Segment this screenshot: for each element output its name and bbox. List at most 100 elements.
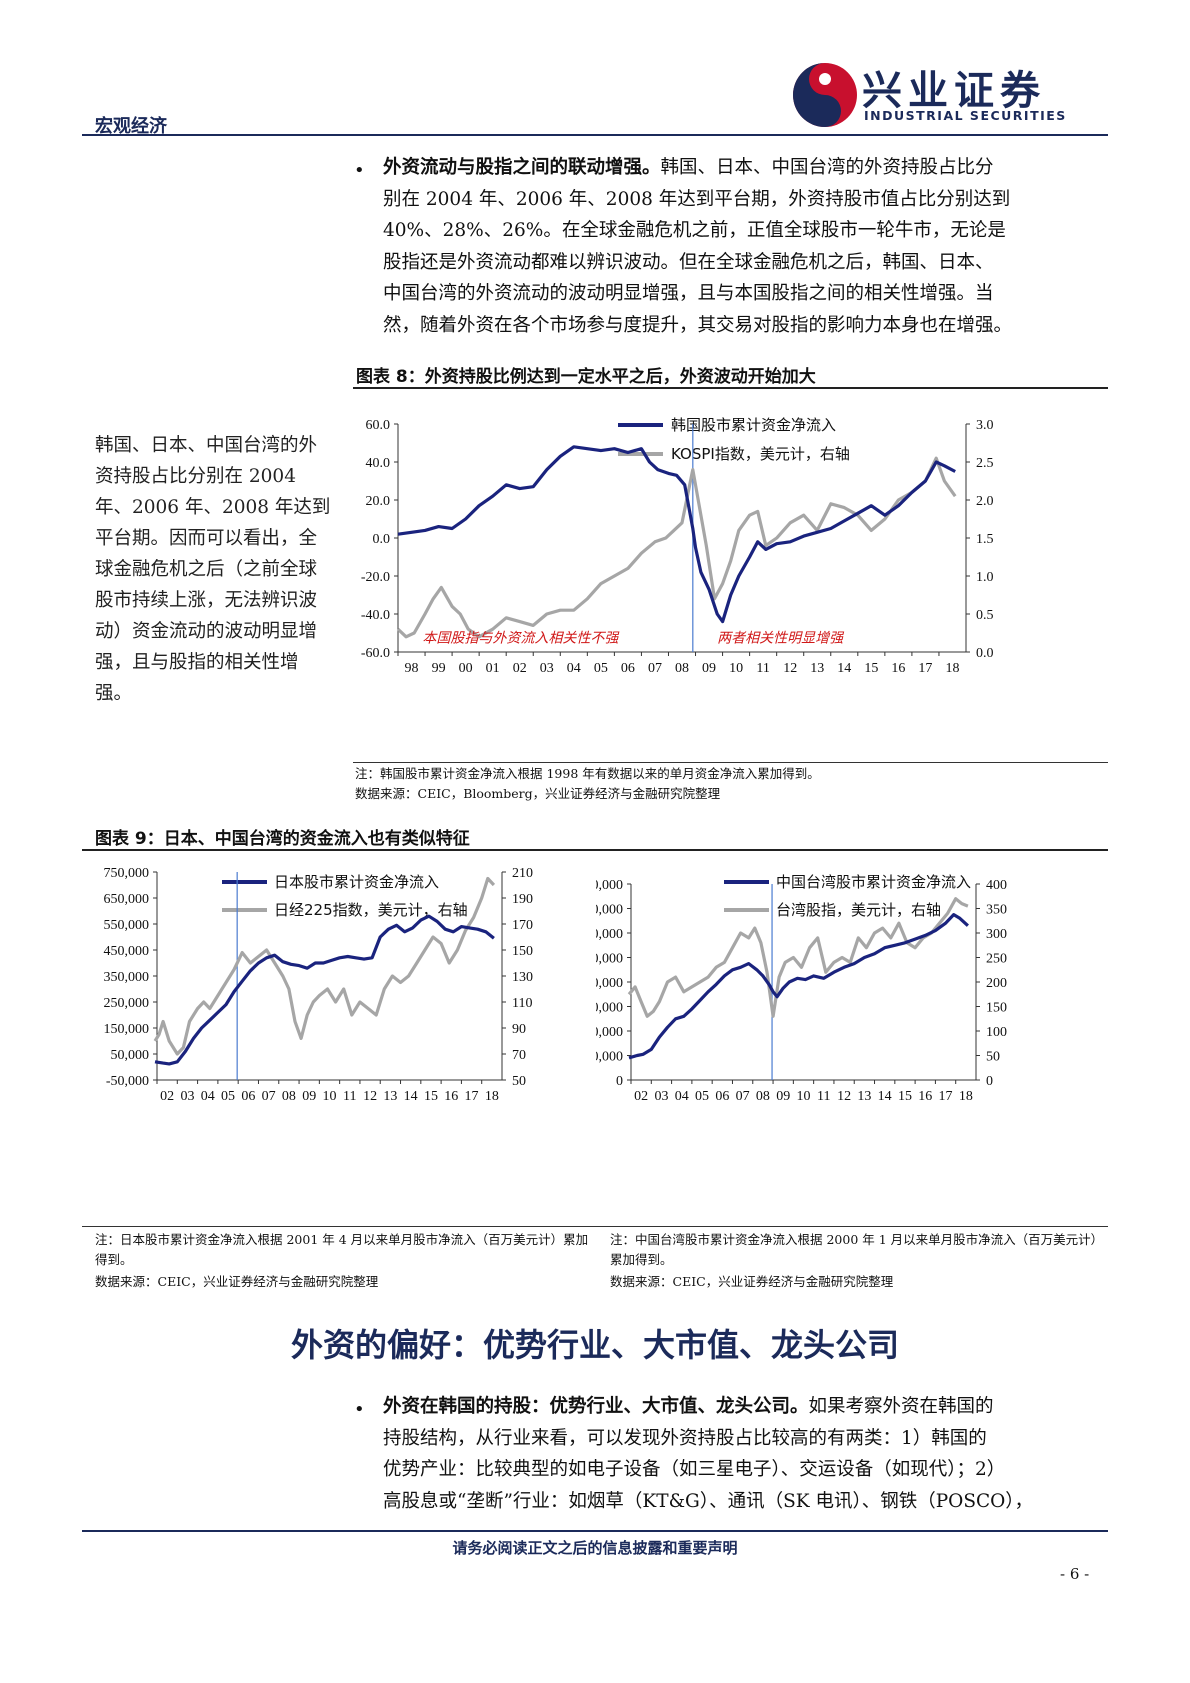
x-tick-label: 13 <box>810 661 824 676</box>
brand-name-en: INDUSTRIAL SECURITIES <box>864 108 1067 123</box>
legend-label-taiwan-flow: 中国台湾股市累计资金净流入 <box>776 873 971 891</box>
x-tick-label: 16 <box>444 1089 458 1104</box>
chart-taiwan-legend: 中国台湾股市累计资金净流入 台湾股指，美元计，右轴 <box>724 873 971 919</box>
x-tick-label: 13 <box>857 1089 871 1104</box>
y-left-tick-label: 80,000 <box>596 976 623 991</box>
footer-divider <box>82 1530 1108 1532</box>
x-tick-label: 00 <box>459 661 473 676</box>
brand-emblem-icon <box>793 63 857 127</box>
page-number: - 6 - <box>1060 1565 1090 1583</box>
y-right-tick-label: 300 <box>986 927 1007 942</box>
y-right-tick-label: 90 <box>512 1022 526 1037</box>
x-tick-label: 03 <box>540 661 554 676</box>
legend-label-korea-flow: 韩国股市累计资金净流入 <box>671 416 836 434</box>
y-right-tick-label: 150 <box>986 1001 1007 1016</box>
y-right-tick-label: 190 <box>512 892 533 907</box>
figure-9-source-japan: 数据来源：CEIC，兴业证券经济与金融研究院整理 <box>95 1274 379 1289</box>
figure-9-source-taiwan: 数据来源：CEIC，兴业证券经济与金融研究院整理 <box>610 1274 894 1289</box>
x-tick-label: 07 <box>262 1089 276 1104</box>
x-tick-label: 09 <box>702 661 716 676</box>
y-right-tick-label: 0 <box>986 1074 993 1089</box>
x-tick-label: 15 <box>898 1089 912 1104</box>
y-left-tick-label: -50,000 <box>106 1074 149 1089</box>
y-left-tick-label: 250,000 <box>104 996 150 1011</box>
x-tick-label: 11 <box>817 1089 830 1104</box>
paragraph-1-line: 别在 2004 年、2006 年、2008 年达到平台期，外资持股市值占比分别达… <box>383 188 1011 210</box>
x-tick-label: 15 <box>864 661 878 676</box>
y-right-tick-label: 0.0 <box>976 646 994 661</box>
paragraph-1-line: 然，随着外资在各个市场参与度提升，其交易对股指的影响力本身也在增强。 <box>383 314 1013 336</box>
x-tick-label: 04 <box>567 661 581 676</box>
paragraph-1: 外资流动与股指之间的联动增强。韩国、日本、中国台湾的外资持股占比分 别在 200… <box>383 152 1103 341</box>
chart-annotation: 本国股指与外资流入相关性不强 <box>422 631 620 647</box>
chart-japan: 日本股市累计资金净流入 日经225指数，美元计，右轴 750,000 650,00… <box>104 866 534 1104</box>
y-left-tick-label: 20,000 <box>596 1050 623 1065</box>
x-tick-label: 01 <box>486 661 500 676</box>
figure-9-title: 图表 9：日本、中国台湾的资金流入也有类似特征 <box>95 829 470 849</box>
y-right-tick-label: 110 <box>512 996 532 1011</box>
y-left-tick-label: 160,000 <box>596 878 623 893</box>
y-left-tick-label: -20.0 <box>361 570 390 585</box>
bullet-marker: • <box>354 1399 365 1420</box>
series-line-index <box>627 897 969 1018</box>
y-right-tick-label: 50 <box>512 1074 526 1089</box>
x-tick-label: 18 <box>485 1089 499 1104</box>
paragraph-2-lead: 外资在韩国的持股：优势行业、大市值、龙头公司。 <box>383 1396 809 1417</box>
x-tick-label: 02 <box>634 1089 648 1104</box>
x-tick-label: 06 <box>241 1089 255 1104</box>
x-tick-label: 17 <box>918 661 932 676</box>
x-tick-label: 03 <box>654 1089 668 1104</box>
x-tick-label: 02 <box>160 1089 174 1104</box>
footer-disclaimer: 请务必阅读正文之后的信息披露和重要声明 <box>452 1539 738 1557</box>
y-right-tick-label: 400 <box>986 878 1007 893</box>
y-right-tick-label: 50 <box>986 1050 1000 1065</box>
y-right-tick-label: 0.5 <box>976 608 994 623</box>
x-tick-label: 05 <box>594 661 608 676</box>
paragraph-1-line: 40%、28%、26%。在全球金融危机之前，正值全球股市一轮牛市，无论是 <box>383 220 1006 241</box>
y-left-tick-label: 40,000 <box>596 1025 623 1040</box>
chart-annotation: 两者相关性明显增强 <box>717 631 845 647</box>
paragraph-2-line: 优势产业：比较典型的如电子设备（如三星电子）、交运设备（如现代）；2） <box>383 1459 1006 1480</box>
chart-korea: 韩国股市累计资金净流入 KOSPI指数，美元计，右轴 60.0 40.0 20.0 0… <box>361 416 994 676</box>
x-tick-label: 15 <box>424 1089 438 1104</box>
figure-8-side-note: 韩国、日本、中国台湾的外资持股占比分别在 2004 年、2006 年、2008 … <box>95 435 331 704</box>
series-line-fund-flow <box>628 912 969 1060</box>
y-left-tick-label: -60.0 <box>361 646 390 661</box>
paragraph-1-line: 韩国、日本、中国台湾的外资持股占比分 <box>660 157 994 178</box>
figure-9-note-rule <box>82 1226 1108 1227</box>
x-tick-label: 13 <box>383 1089 397 1104</box>
y-left-tick-label: 140,000 <box>596 903 623 918</box>
x-tick-label: 06 <box>715 1089 729 1104</box>
x-tick-label: 04 <box>675 1089 689 1104</box>
paragraph-2-line: 高股息或“垄断”行业：如烟草（KT&G）、通讯（SK 电讯）、钢铁（POSCO）… <box>383 1490 1034 1512</box>
y-right-tick-label: 170 <box>512 918 533 933</box>
y-right-tick-label: 210 <box>512 866 533 881</box>
y-left-tick-label: -40.0 <box>361 608 390 623</box>
x-tick-label: 10 <box>729 661 743 676</box>
bullet-marker: • <box>354 160 365 181</box>
brand-logo: 兴业证券 INDUSTRIAL SECURITIES <box>790 58 1110 132</box>
y-right-tick-label: 250 <box>986 952 1007 967</box>
chart-taiwan: 中国台湾股市累计资金净流入 台湾股指，美元计，右轴 160,000 140,000… <box>596 873 1007 1104</box>
paragraph-2-line: 如果考察外资在韩国的 <box>808 1396 994 1417</box>
x-tick-label: 12 <box>363 1089 377 1104</box>
legend-label-nikkei: 日经225指数，美元计，右轴 <box>274 901 468 919</box>
paragraph-1-lead: 外资流动与股指之间的联动增强。 <box>383 157 661 178</box>
x-tick-label: 08 <box>756 1089 770 1104</box>
x-tick-label: 98 <box>405 661 419 676</box>
y-right-tick-label: 70 <box>512 1048 526 1063</box>
y-left-tick-label: 450,000 <box>104 944 150 959</box>
y-right-tick-label: 130 <box>512 970 533 985</box>
x-tick-label: 17 <box>939 1089 953 1104</box>
y-right-tick-label: 150 <box>512 944 533 959</box>
y-left-tick-label: 50,000 <box>111 1048 150 1063</box>
x-tick-label: 02 <box>513 661 527 676</box>
chart-japan-legend: 日本股市累计资金净流入 日经225指数，美元计，右轴 <box>222 873 468 919</box>
y-right-tick-label: 2.5 <box>976 456 994 471</box>
chart-korea-legend: 韩国股市累计资金净流入 KOSPI指数，美元计，右轴 <box>618 416 850 463</box>
x-tick-label: 10 <box>797 1089 811 1104</box>
x-tick-label: 06 <box>621 661 635 676</box>
x-tick-label: 08 <box>675 661 689 676</box>
y-left-tick-label: 350,000 <box>104 970 150 985</box>
x-tick-label: 14 <box>878 1089 892 1104</box>
